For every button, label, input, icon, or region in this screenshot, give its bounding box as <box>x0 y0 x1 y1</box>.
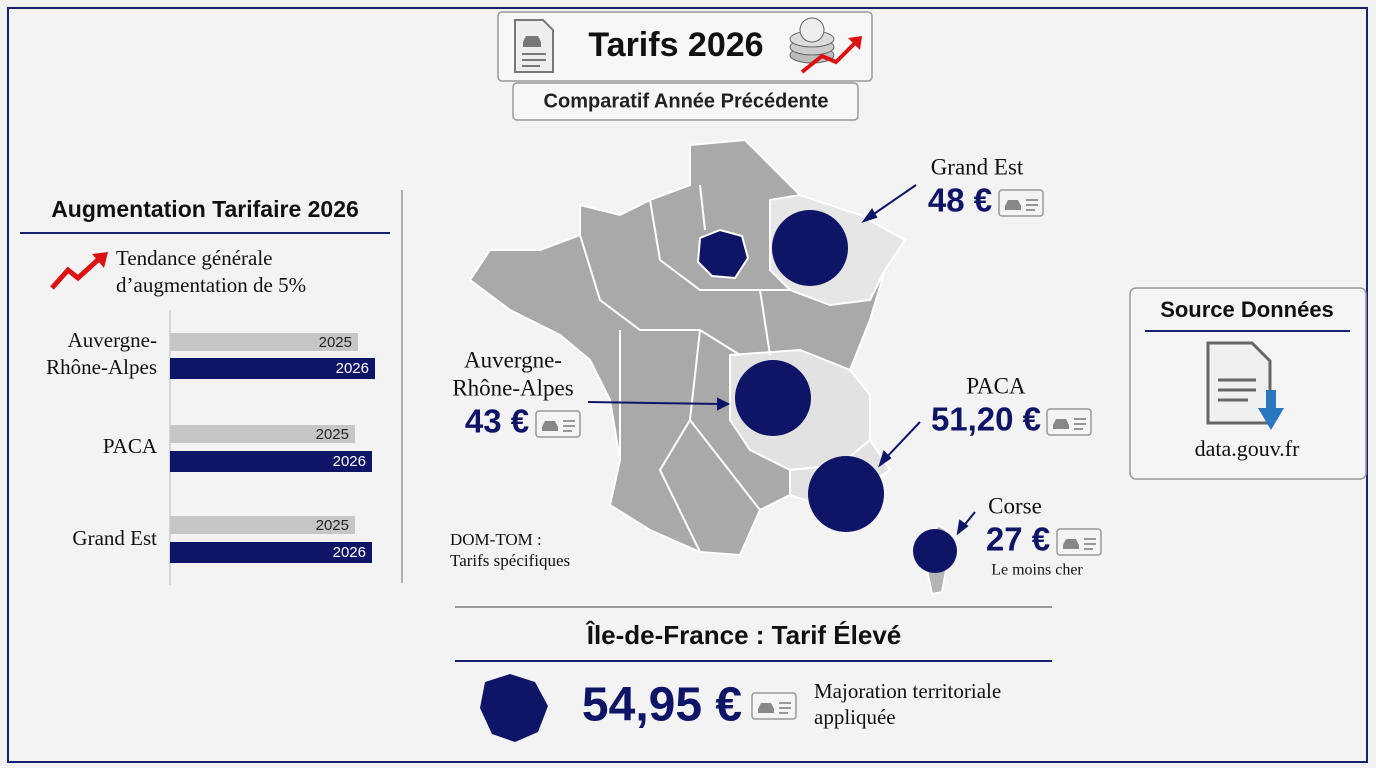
region-label: Grand Est <box>72 526 157 550</box>
region-label: Rhône-Alpes <box>46 355 157 379</box>
card-icon <box>535 410 581 438</box>
subtitle-box <box>512 82 859 121</box>
price-circle <box>772 210 848 286</box>
download-icon <box>1206 341 1284 430</box>
callout-arrows <box>587 184 976 536</box>
bar-label: 2025 <box>319 334 352 351</box>
callout-price: 43 € <box>465 403 529 440</box>
panel-title: Augmentation Tarifaire 2026 <box>51 196 359 222</box>
callout-price: 51,20 € <box>931 401 1041 438</box>
region-label: PACA <box>103 434 158 458</box>
dom-tom: DOM-TOM : <box>450 530 542 549</box>
trend-text: Tendance générale <box>116 246 273 270</box>
bar-2026 <box>170 451 372 472</box>
region-label: Auvergne- <box>68 328 157 352</box>
coins-icon <box>789 17 862 74</box>
title-box <box>497 11 873 82</box>
bar-2025 <box>170 333 358 351</box>
callout-price: 27 € <box>986 521 1050 558</box>
callout-region: Corse <box>988 493 1042 518</box>
card-icon <box>1056 528 1102 556</box>
source-title: Source Données <box>1160 297 1334 322</box>
bar-2025 <box>170 516 355 534</box>
callout-region: Rhône-Alpes <box>452 375 573 400</box>
highlight-title: Île-de-France : Tarif Élevé <box>585 620 902 650</box>
bar-2026 <box>170 542 372 563</box>
price-circle <box>808 456 884 532</box>
callout-note: Le moins cher <box>991 562 1083 579</box>
card-icon <box>998 189 1044 217</box>
bar-label: 2025 <box>316 517 349 534</box>
highlight-note: Majoration territoriale <box>814 679 1001 703</box>
highlight-price: 54,95 € <box>582 679 742 732</box>
title: Tarifs 2026 <box>588 26 763 64</box>
bar-label: 2026 <box>336 360 369 377</box>
price-circle <box>735 360 811 436</box>
callout-price: 48 € <box>928 182 992 219</box>
trend-text: d’augmentation de 5% <box>116 273 306 297</box>
source-value: data.gouv.fr <box>1195 436 1301 461</box>
callout-region: Grand Est <box>931 154 1024 179</box>
highlight-note: appliquée <box>814 705 896 729</box>
price-circle <box>913 529 957 573</box>
bar-2026 <box>170 358 375 379</box>
idf-shape <box>480 674 548 742</box>
card-icon <box>1046 408 1092 436</box>
trend-icon <box>50 252 108 290</box>
bar-label: 2025 <box>316 426 349 443</box>
bar-label: 2026 <box>333 544 366 561</box>
card-icon <box>751 692 797 720</box>
callout-region: Auvergne- <box>464 347 562 372</box>
callout-region: PACA <box>966 373 1026 398</box>
doc-icon <box>514 19 554 73</box>
bar-label: 2026 <box>333 453 366 470</box>
subtitle: Comparatif Année Précédente <box>544 90 829 112</box>
bar-2025 <box>170 425 355 443</box>
dom-tom: Tarifs spécifiques <box>450 551 570 570</box>
